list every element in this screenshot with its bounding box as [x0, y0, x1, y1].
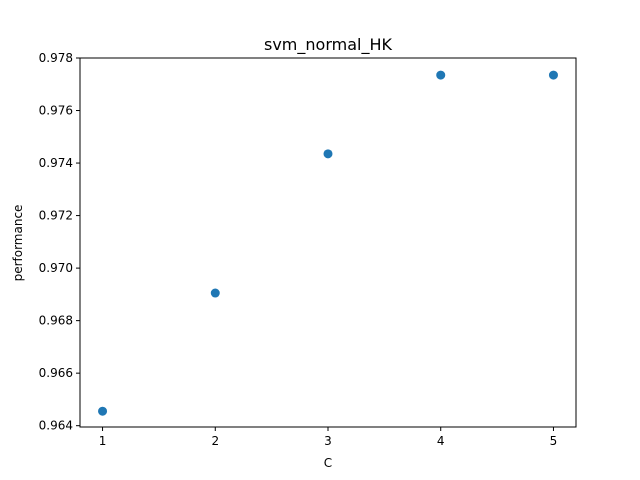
data-point — [548, 70, 558, 80]
x-axis: 1 2 3 4 5 — [99, 427, 558, 448]
x-tick-label: 4 — [437, 434, 445, 448]
x-tick-label: 1 — [99, 434, 107, 448]
data-point — [323, 149, 333, 159]
x-tick-label: 3 — [324, 434, 332, 448]
y-tick-label: 0.970 — [39, 261, 73, 275]
y-axis-label: performance — [11, 205, 25, 282]
plot-frame — [79, 57, 577, 428]
y-tick-label: 0.968 — [39, 314, 73, 328]
y-axis: 0.964 0.966 0.968 0.970 0.972 0.974 0.976 0.978 — [39, 51, 80, 433]
data-points — [98, 70, 558, 416]
data-point — [98, 406, 108, 416]
x-axis-label: C — [324, 456, 332, 470]
x-tick-label: 2 — [211, 434, 219, 448]
data-point — [210, 288, 220, 298]
y-tick-label: 0.972 — [39, 209, 73, 223]
y-tick-label: 0.964 — [39, 419, 73, 433]
x-tick-label: 5 — [550, 434, 558, 448]
y-tick-label: 0.966 — [39, 366, 73, 380]
chart-title: svm_normal_HK — [264, 35, 392, 55]
y-tick-label: 0.978 — [39, 51, 73, 65]
data-point — [436, 70, 446, 80]
y-tick-label: 0.974 — [39, 156, 73, 170]
y-tick-label: 0.976 — [39, 104, 73, 118]
